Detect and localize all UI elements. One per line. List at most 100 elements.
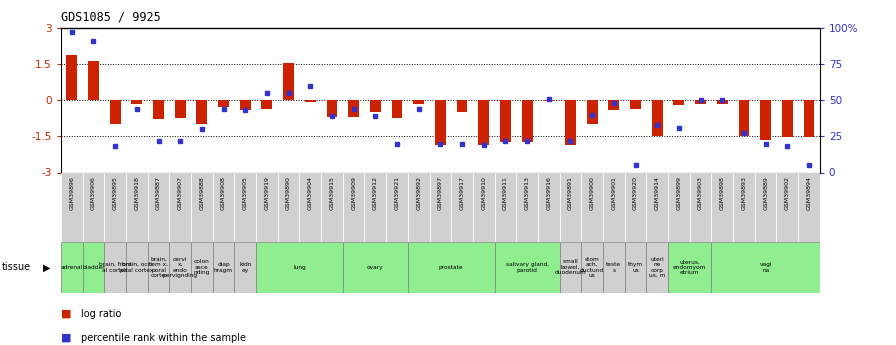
Bar xyxy=(543,100,555,101)
Text: GSM39904: GSM39904 xyxy=(308,176,313,210)
Text: bladder: bladder xyxy=(82,265,105,270)
Bar xyxy=(413,100,424,104)
Bar xyxy=(478,100,489,145)
Bar xyxy=(608,100,619,110)
Text: GSM39888: GSM39888 xyxy=(200,176,204,210)
Bar xyxy=(132,100,142,104)
Text: GSM39894: GSM39894 xyxy=(806,176,812,210)
Bar xyxy=(429,172,452,242)
Text: GSM39921: GSM39921 xyxy=(394,176,400,210)
Text: GSM39906: GSM39906 xyxy=(91,176,96,210)
Bar xyxy=(148,241,169,293)
Text: GSM39899: GSM39899 xyxy=(676,176,681,210)
Bar xyxy=(126,172,148,242)
Bar xyxy=(582,172,603,242)
Bar xyxy=(457,100,468,112)
Text: GSM39902: GSM39902 xyxy=(785,176,789,210)
Bar xyxy=(782,100,793,137)
Text: GSM39916: GSM39916 xyxy=(547,176,551,210)
Text: GSM39890: GSM39890 xyxy=(286,176,291,210)
Text: GDS1085 / 9925: GDS1085 / 9925 xyxy=(61,10,160,23)
Bar xyxy=(343,172,365,242)
Text: GSM39889: GSM39889 xyxy=(763,176,768,210)
Bar xyxy=(169,172,191,242)
Bar xyxy=(349,100,359,117)
Text: tissue: tissue xyxy=(2,263,31,272)
Bar xyxy=(804,100,814,137)
Text: thym
us: thym us xyxy=(628,262,643,273)
Text: salivary gland,
parotid: salivary gland, parotid xyxy=(505,262,548,273)
Bar xyxy=(760,100,771,140)
Text: GSM39918: GSM39918 xyxy=(134,176,139,210)
Text: brain,
tem x,
poral
corte: brain, tem x, poral corte xyxy=(149,257,168,278)
Text: GSM39913: GSM39913 xyxy=(525,176,530,210)
Bar xyxy=(646,241,668,293)
Bar xyxy=(109,100,121,124)
Text: GSM39900: GSM39900 xyxy=(590,176,595,210)
Bar xyxy=(212,172,235,242)
Bar xyxy=(500,100,511,142)
Bar xyxy=(603,241,625,293)
Bar xyxy=(738,100,749,136)
Bar xyxy=(690,172,711,242)
Text: GSM39907: GSM39907 xyxy=(177,176,183,210)
Text: GSM39911: GSM39911 xyxy=(503,176,508,210)
Text: ovary: ovary xyxy=(367,265,383,270)
Bar xyxy=(326,100,338,117)
Bar xyxy=(521,100,532,142)
Bar xyxy=(283,62,294,100)
Text: diap
hragm: diap hragm xyxy=(214,262,233,273)
Text: log ratio: log ratio xyxy=(81,309,121,319)
Bar xyxy=(495,172,516,242)
Bar xyxy=(218,100,229,107)
Bar xyxy=(408,172,429,242)
Text: GSM39912: GSM39912 xyxy=(373,176,378,210)
Bar xyxy=(61,241,82,293)
Bar xyxy=(365,172,386,242)
Bar xyxy=(343,241,408,293)
Text: GSM39908: GSM39908 xyxy=(221,176,226,210)
Bar xyxy=(88,61,99,100)
Bar xyxy=(66,55,77,100)
Bar xyxy=(668,172,690,242)
Bar xyxy=(148,172,169,242)
Text: GSM39905: GSM39905 xyxy=(243,176,247,210)
Bar xyxy=(560,172,582,242)
Bar xyxy=(262,100,272,108)
Text: GSM39903: GSM39903 xyxy=(698,176,703,210)
Bar xyxy=(651,100,663,136)
Text: GSM39909: GSM39909 xyxy=(351,176,356,210)
Text: GSM39919: GSM39919 xyxy=(264,176,270,210)
Text: teste
s: teste s xyxy=(607,262,622,273)
Bar xyxy=(435,100,446,145)
Bar xyxy=(191,172,212,242)
Text: small
bowel,
duodenum: small bowel, duodenum xyxy=(555,259,586,275)
Bar xyxy=(565,100,576,145)
Bar xyxy=(717,100,728,104)
Bar xyxy=(630,100,641,108)
Bar xyxy=(169,241,191,293)
Text: GSM39887: GSM39887 xyxy=(156,176,161,210)
Bar xyxy=(82,241,104,293)
Bar xyxy=(777,172,798,242)
Bar xyxy=(82,172,104,242)
Text: brain, occi
pital cortex: brain, occi pital cortex xyxy=(120,262,153,273)
Bar xyxy=(646,172,668,242)
Bar xyxy=(191,241,212,293)
Text: percentile rank within the sample: percentile rank within the sample xyxy=(81,333,246,343)
Bar xyxy=(212,241,235,293)
Bar xyxy=(240,100,251,110)
Text: uteri
ne
corp
us, m: uteri ne corp us, m xyxy=(649,257,666,278)
Text: kidn
ey: kidn ey xyxy=(239,262,252,273)
Text: ■: ■ xyxy=(61,333,72,343)
Bar xyxy=(278,172,299,242)
Bar xyxy=(711,172,733,242)
Bar xyxy=(196,100,207,124)
Bar xyxy=(674,100,685,105)
Bar xyxy=(126,241,148,293)
Bar xyxy=(516,172,538,242)
Bar xyxy=(175,100,185,118)
Bar xyxy=(625,241,646,293)
Text: lung: lung xyxy=(293,265,306,270)
Bar xyxy=(538,172,560,242)
